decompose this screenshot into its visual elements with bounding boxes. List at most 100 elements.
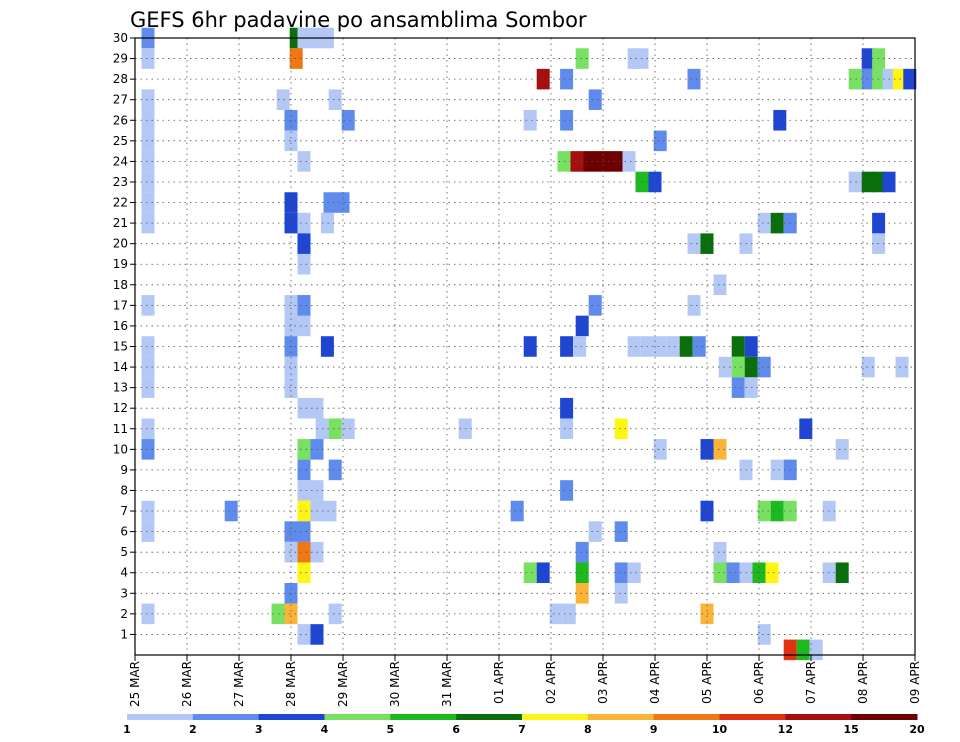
- precip-cell: [549, 603, 563, 625]
- precip-cell: [141, 89, 155, 110]
- precip-cell: [609, 151, 623, 172]
- y-tick-label: 11: [113, 422, 128, 436]
- precip-cell: [141, 130, 155, 152]
- colorbar-segment: [851, 714, 918, 720]
- colorbar-segment: [390, 714, 457, 720]
- precip-cell: [757, 500, 771, 522]
- precip-cell: [297, 233, 311, 254]
- precip-cell: [614, 583, 628, 604]
- precip-cell: [783, 639, 797, 661]
- precip-cell: [588, 295, 602, 316]
- precip-cell: [560, 397, 574, 419]
- y-tick-label: 15: [113, 340, 128, 354]
- precip-cell: [336, 192, 350, 213]
- precip-cell: [297, 624, 311, 645]
- precip-cell: [560, 109, 574, 131]
- y-tick-label: 28: [113, 72, 128, 86]
- precip-cell: [892, 68, 906, 90]
- precip-cell: [284, 356, 298, 378]
- x-tick-label: 02 APR: [544, 661, 558, 704]
- colorbar-label: 2: [189, 723, 197, 736]
- y-tick-label: 5: [120, 545, 128, 559]
- y-tick-label: 13: [113, 381, 128, 395]
- precip-cell: [653, 439, 667, 460]
- precip-cell: [614, 562, 628, 584]
- precip-cell: [614, 418, 628, 440]
- colorbar-segment: [522, 714, 589, 720]
- precip-cell: [297, 212, 311, 234]
- colorbar-label: 10: [712, 723, 728, 736]
- precip-cell: [341, 418, 355, 440]
- precip-cell: [284, 315, 298, 337]
- precip-cell: [510, 500, 524, 522]
- precip-cell: [320, 212, 334, 234]
- precip-cell: [141, 151, 155, 172]
- precip-cell: [284, 541, 298, 563]
- y-tick-label: 23: [113, 175, 128, 189]
- precip-cell: [713, 541, 727, 563]
- x-tick-label: 25 MAR: [128, 661, 142, 707]
- y-tick-label: 4: [120, 566, 128, 580]
- precip-cell: [141, 377, 155, 398]
- precip-cell: [289, 48, 303, 69]
- y-tick-label: 14: [113, 360, 128, 374]
- precip-cell: [713, 274, 727, 296]
- colorbar-label: 15: [844, 723, 859, 736]
- colorbar-segment: [456, 714, 523, 720]
- y-tick-label: 17: [113, 298, 128, 312]
- precip-cell: [835, 439, 849, 460]
- y-tick-label: 25: [113, 134, 128, 148]
- colorbar-segment: [587, 714, 655, 720]
- precip-cell: [341, 109, 355, 131]
- precip-cell: [726, 562, 740, 584]
- precip-cell: [141, 109, 155, 131]
- precip-cell: [297, 500, 311, 522]
- precip-cell: [770, 500, 784, 522]
- precip-cell: [523, 336, 537, 357]
- precip-cell: [861, 48, 875, 69]
- precip-cell: [575, 48, 589, 69]
- precip-cell: [573, 336, 587, 357]
- colorbar-segment: [653, 714, 720, 720]
- x-tick-label: 06 APR: [752, 661, 766, 704]
- precip-cell: [284, 377, 298, 398]
- precip-cell: [560, 480, 574, 501]
- precip-cell: [718, 356, 732, 378]
- precip-cell: [284, 521, 298, 542]
- precip-cell: [297, 315, 311, 337]
- y-tick-label: 3: [120, 586, 128, 600]
- precip-cell: [560, 68, 574, 90]
- precip-cell: [770, 459, 784, 481]
- x-tick-label: 26 MAR: [180, 661, 194, 707]
- precip-cell: [141, 192, 155, 213]
- x-axis: 25 MAR 26 MAR 27 MAR 28 MAR 29 MAR 30 MAR 31 M…: [128, 655, 922, 707]
- y-tick-label: 7: [120, 504, 128, 518]
- colorbar-label: 3: [255, 723, 263, 736]
- x-tick-label: 09 APR: [908, 661, 922, 704]
- y-tick-label: 8: [120, 483, 128, 497]
- precip-cell: [687, 233, 701, 254]
- precip-cell: [666, 336, 680, 357]
- precip-cell: [713, 439, 727, 460]
- precip-cell: [560, 336, 574, 357]
- precip-cell: [903, 68, 917, 90]
- precip-cell: [141, 336, 155, 357]
- precip-cell: [297, 521, 311, 542]
- y-tick-label: 10: [113, 442, 128, 456]
- precip-cell: [653, 130, 667, 152]
- precip-cell: [523, 109, 537, 131]
- precip-cell: [588, 89, 602, 110]
- precip-cell: [575, 315, 589, 337]
- precip-cell: [328, 459, 342, 481]
- precip-cell: [848, 171, 862, 193]
- colorbar-segment: [258, 714, 325, 720]
- precip-cell: [141, 418, 155, 440]
- x-tick-label: 07 APR: [804, 661, 818, 704]
- y-tick-label: 30: [113, 31, 128, 45]
- precip-cell: [575, 541, 589, 563]
- colorbar-label: 20: [909, 723, 925, 736]
- colorbar-label: 9: [650, 723, 658, 736]
- precip-cell: [895, 356, 909, 378]
- y-tick-label: 22: [113, 196, 128, 210]
- precip-cell: [141, 212, 155, 234]
